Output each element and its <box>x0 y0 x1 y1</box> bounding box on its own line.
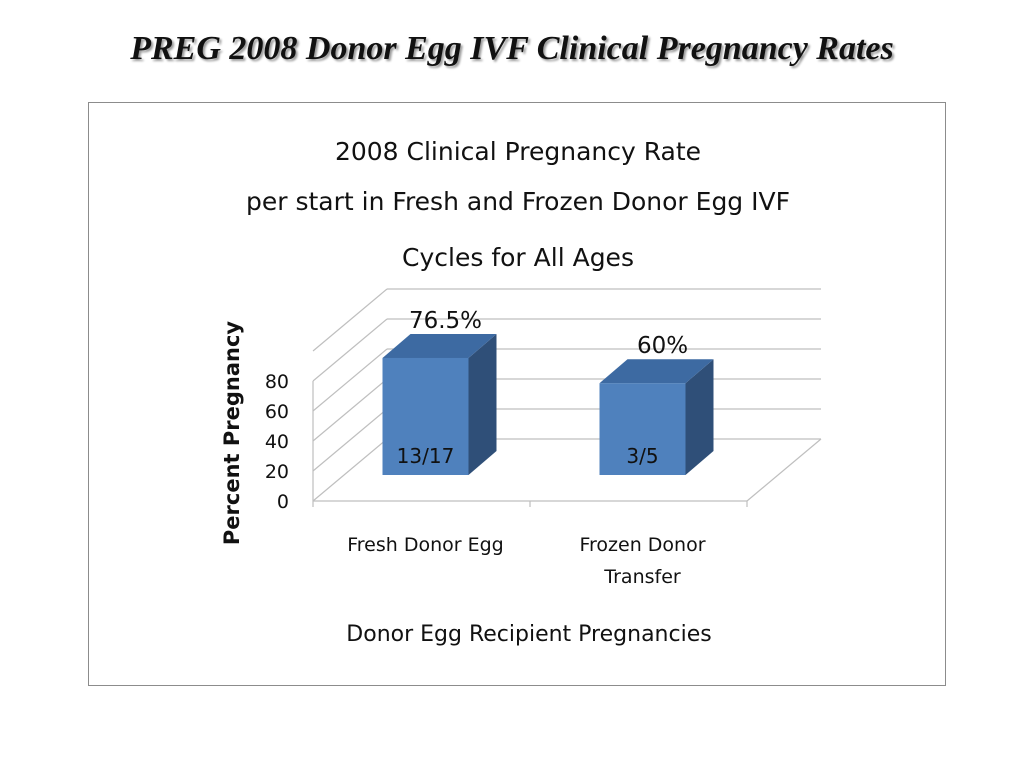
x-tick-label: Frozen Donor <box>579 534 705 556</box>
y-tick-label: 80 <box>265 371 289 393</box>
y-axis-label: Percent Pregnancy <box>220 321 244 546</box>
bar <box>382 357 469 475</box>
floor-edge <box>746 438 822 502</box>
bar-side <box>685 359 714 475</box>
bar <box>599 383 686 475</box>
bar-count-label: 13/17 <box>397 444 455 468</box>
side-gridline <box>312 408 388 472</box>
chart-frame: 2008 Clinical Pregnancy Rate per start in… <box>88 102 946 686</box>
bar-top <box>599 359 714 384</box>
chart-canvas: 2008 Clinical Pregnancy Rate per start in… <box>220 137 822 647</box>
side-gridline <box>312 318 388 382</box>
x-tick-label: Transfer <box>603 566 681 588</box>
slide-title: PREG 2008 Donor Egg IVF Clinical Pregnan… <box>130 30 894 67</box>
side-gridline <box>312 378 388 442</box>
bar-top <box>382 333 497 358</box>
bar-value-label: 76.5% <box>409 308 482 334</box>
y-tick-label: 20 <box>265 461 289 483</box>
bar-side <box>468 333 497 475</box>
side-gridline <box>312 348 388 412</box>
side-gridline <box>312 288 388 352</box>
y-tick-label: 0 <box>277 491 289 513</box>
x-axis-label: Donor Egg Recipient Pregnancies <box>346 622 711 647</box>
chart-title-line: Cycles for All Ages <box>402 243 634 272</box>
x-tick-label: Fresh Donor Egg <box>347 534 504 556</box>
bar-count-label: 3/5 <box>626 444 658 468</box>
y-tick-label: 40 <box>265 431 289 453</box>
chart-title-line: 2008 Clinical Pregnancy Rate <box>335 137 701 166</box>
chart-title-line: per start in Fresh and Frozen Donor Egg … <box>246 187 790 216</box>
bar-value-label: 60% <box>637 333 688 359</box>
side-gridline <box>312 438 388 502</box>
y-tick-label: 60 <box>265 401 289 423</box>
